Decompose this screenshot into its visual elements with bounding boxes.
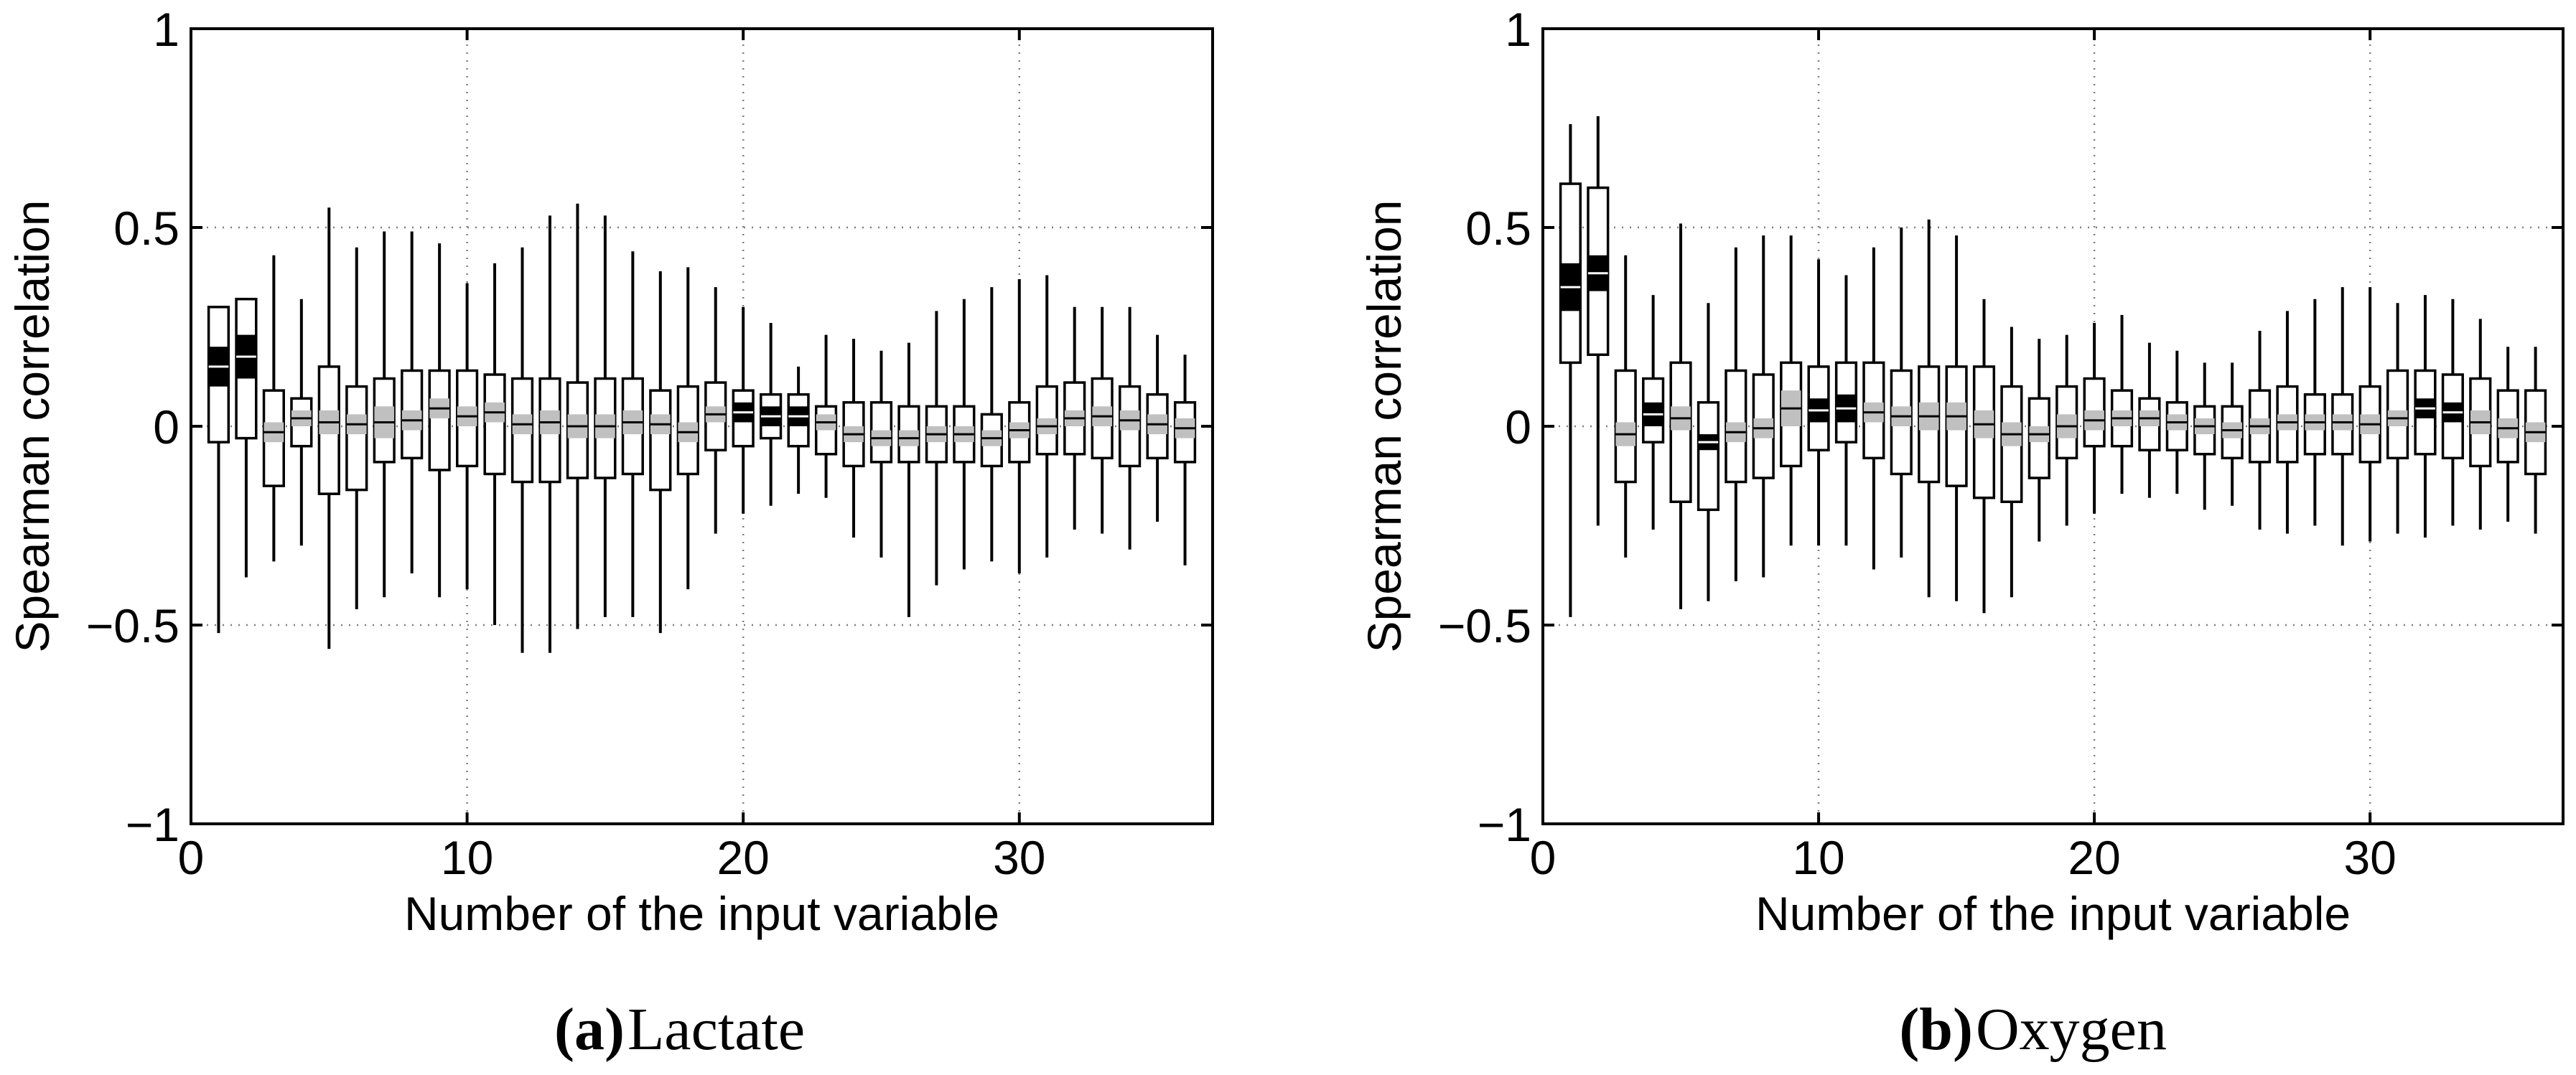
box: [1669, 361, 1692, 504]
y-tick-label: 0: [153, 400, 179, 454]
x-axis-label: Number of the input variable: [1755, 887, 2351, 940]
box: [1697, 401, 1720, 512]
caption-b-name: Oxygen: [1976, 996, 2167, 1063]
x-tick-label: 30: [993, 831, 1045, 884]
box: [428, 369, 451, 471]
y-tick-label: −0.5: [86, 599, 179, 652]
box: [483, 373, 506, 476]
y-axis-label: Spearman correlation: [6, 200, 59, 653]
x-tick-label: 20: [717, 831, 769, 884]
caption-a-letter: (a): [554, 996, 625, 1063]
y-tick-label: 0.5: [113, 202, 179, 255]
axes-frame: [190, 27, 1214, 825]
y-tick-label: 0.5: [1465, 202, 1531, 255]
caption-b-letter: (b): [1899, 996, 1973, 1063]
x-tick-label: 0: [1530, 831, 1557, 884]
x-tick-label: 0: [178, 831, 205, 884]
x-tick-label: 20: [2068, 831, 2120, 884]
y-tick-label: −1: [126, 798, 179, 851]
y-tick-label: −0.5: [1438, 599, 1531, 652]
x-tick-label: 10: [1792, 831, 1844, 884]
x-axis-label: Number of the input variable: [404, 887, 999, 940]
x-tick-label: 10: [441, 831, 493, 884]
y-tick-label: 1: [153, 3, 179, 56]
y-tick-label: −1: [1478, 798, 1531, 851]
caption-a-name: Lactate: [627, 996, 805, 1063]
y-tick-label: 0: [1505, 400, 1531, 454]
box: [649, 389, 672, 492]
axes-frame: [1541, 27, 2565, 825]
box: [345, 385, 368, 492]
y-axis-label: Spearman correlation: [1358, 200, 1411, 653]
x-tick-label: 30: [2343, 831, 2396, 884]
y-tick-label: 1: [1505, 3, 1531, 56]
